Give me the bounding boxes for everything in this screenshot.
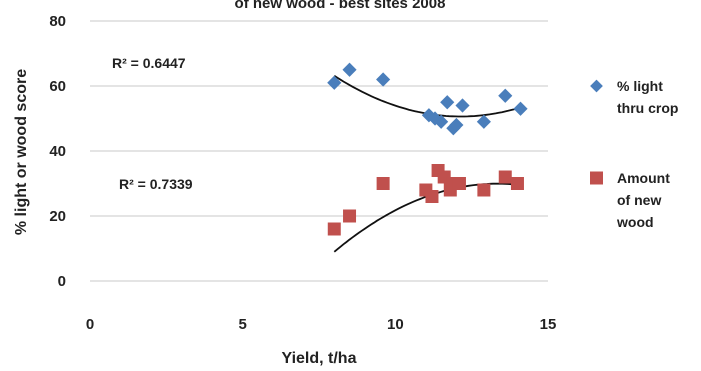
- data-point-light: [327, 75, 342, 90]
- data-point-wood: [452, 177, 466, 190]
- y-axis-label: % light or wood score: [13, 69, 30, 235]
- y-tick-label: 0: [58, 273, 66, 290]
- data-points: [327, 62, 528, 236]
- x-tick-label: 0: [86, 316, 94, 333]
- data-point-light: [342, 62, 357, 77]
- data-point-wood: [327, 222, 341, 236]
- legend-label-line: thru crop: [617, 100, 678, 116]
- y-tick-labels: 0 20 40 60 80: [49, 13, 66, 290]
- x-tick-labels: 0 5 10 15: [86, 316, 557, 333]
- data-point-light: [513, 101, 528, 116]
- x-tick-label: 5: [238, 316, 246, 333]
- legend-label-line: wood: [616, 214, 654, 230]
- x-tick-label: 10: [387, 316, 404, 333]
- data-point-wood: [376, 177, 390, 190]
- y-tick-label: 60: [49, 78, 66, 95]
- legend-marker-diamond: [590, 79, 603, 93]
- legend-label-line: of new: [617, 192, 661, 208]
- x-axis-label: Yield, t/ha: [282, 350, 357, 367]
- data-point-light: [434, 114, 449, 129]
- data-point-light: [455, 98, 470, 113]
- data-point-light: [440, 95, 455, 110]
- gridlines: [90, 20, 548, 282]
- y-tick-label: 20: [49, 208, 66, 225]
- legend: % light thru crop Amount of new wood: [590, 78, 678, 230]
- x-tick-label: 15: [540, 316, 557, 333]
- data-point-light: [498, 88, 513, 103]
- trendlines: [333, 75, 521, 253]
- data-point-light: [376, 72, 391, 87]
- legend-label-line: % light: [617, 78, 663, 94]
- data-point-light: [449, 117, 464, 133]
- data-point-wood: [498, 170, 512, 184]
- y-tick-label: 40: [49, 143, 66, 160]
- data-point-wood: [425, 190, 439, 203]
- legend-marker-square: [590, 171, 603, 185]
- chart-title: of new wood - best sites 2008: [235, 0, 446, 12]
- data-point-wood: [510, 177, 524, 190]
- legend-label-line: Amount: [617, 170, 670, 186]
- data-point-light: [476, 114, 491, 129]
- r-squared-label-light: R² = 0.6447: [112, 55, 186, 71]
- data-point-wood: [343, 209, 357, 223]
- y-tick-label: 80: [49, 13, 66, 30]
- data-point-wood: [477, 183, 491, 197]
- r-squared-label-wood: R² = 0.7339: [119, 176, 193, 192]
